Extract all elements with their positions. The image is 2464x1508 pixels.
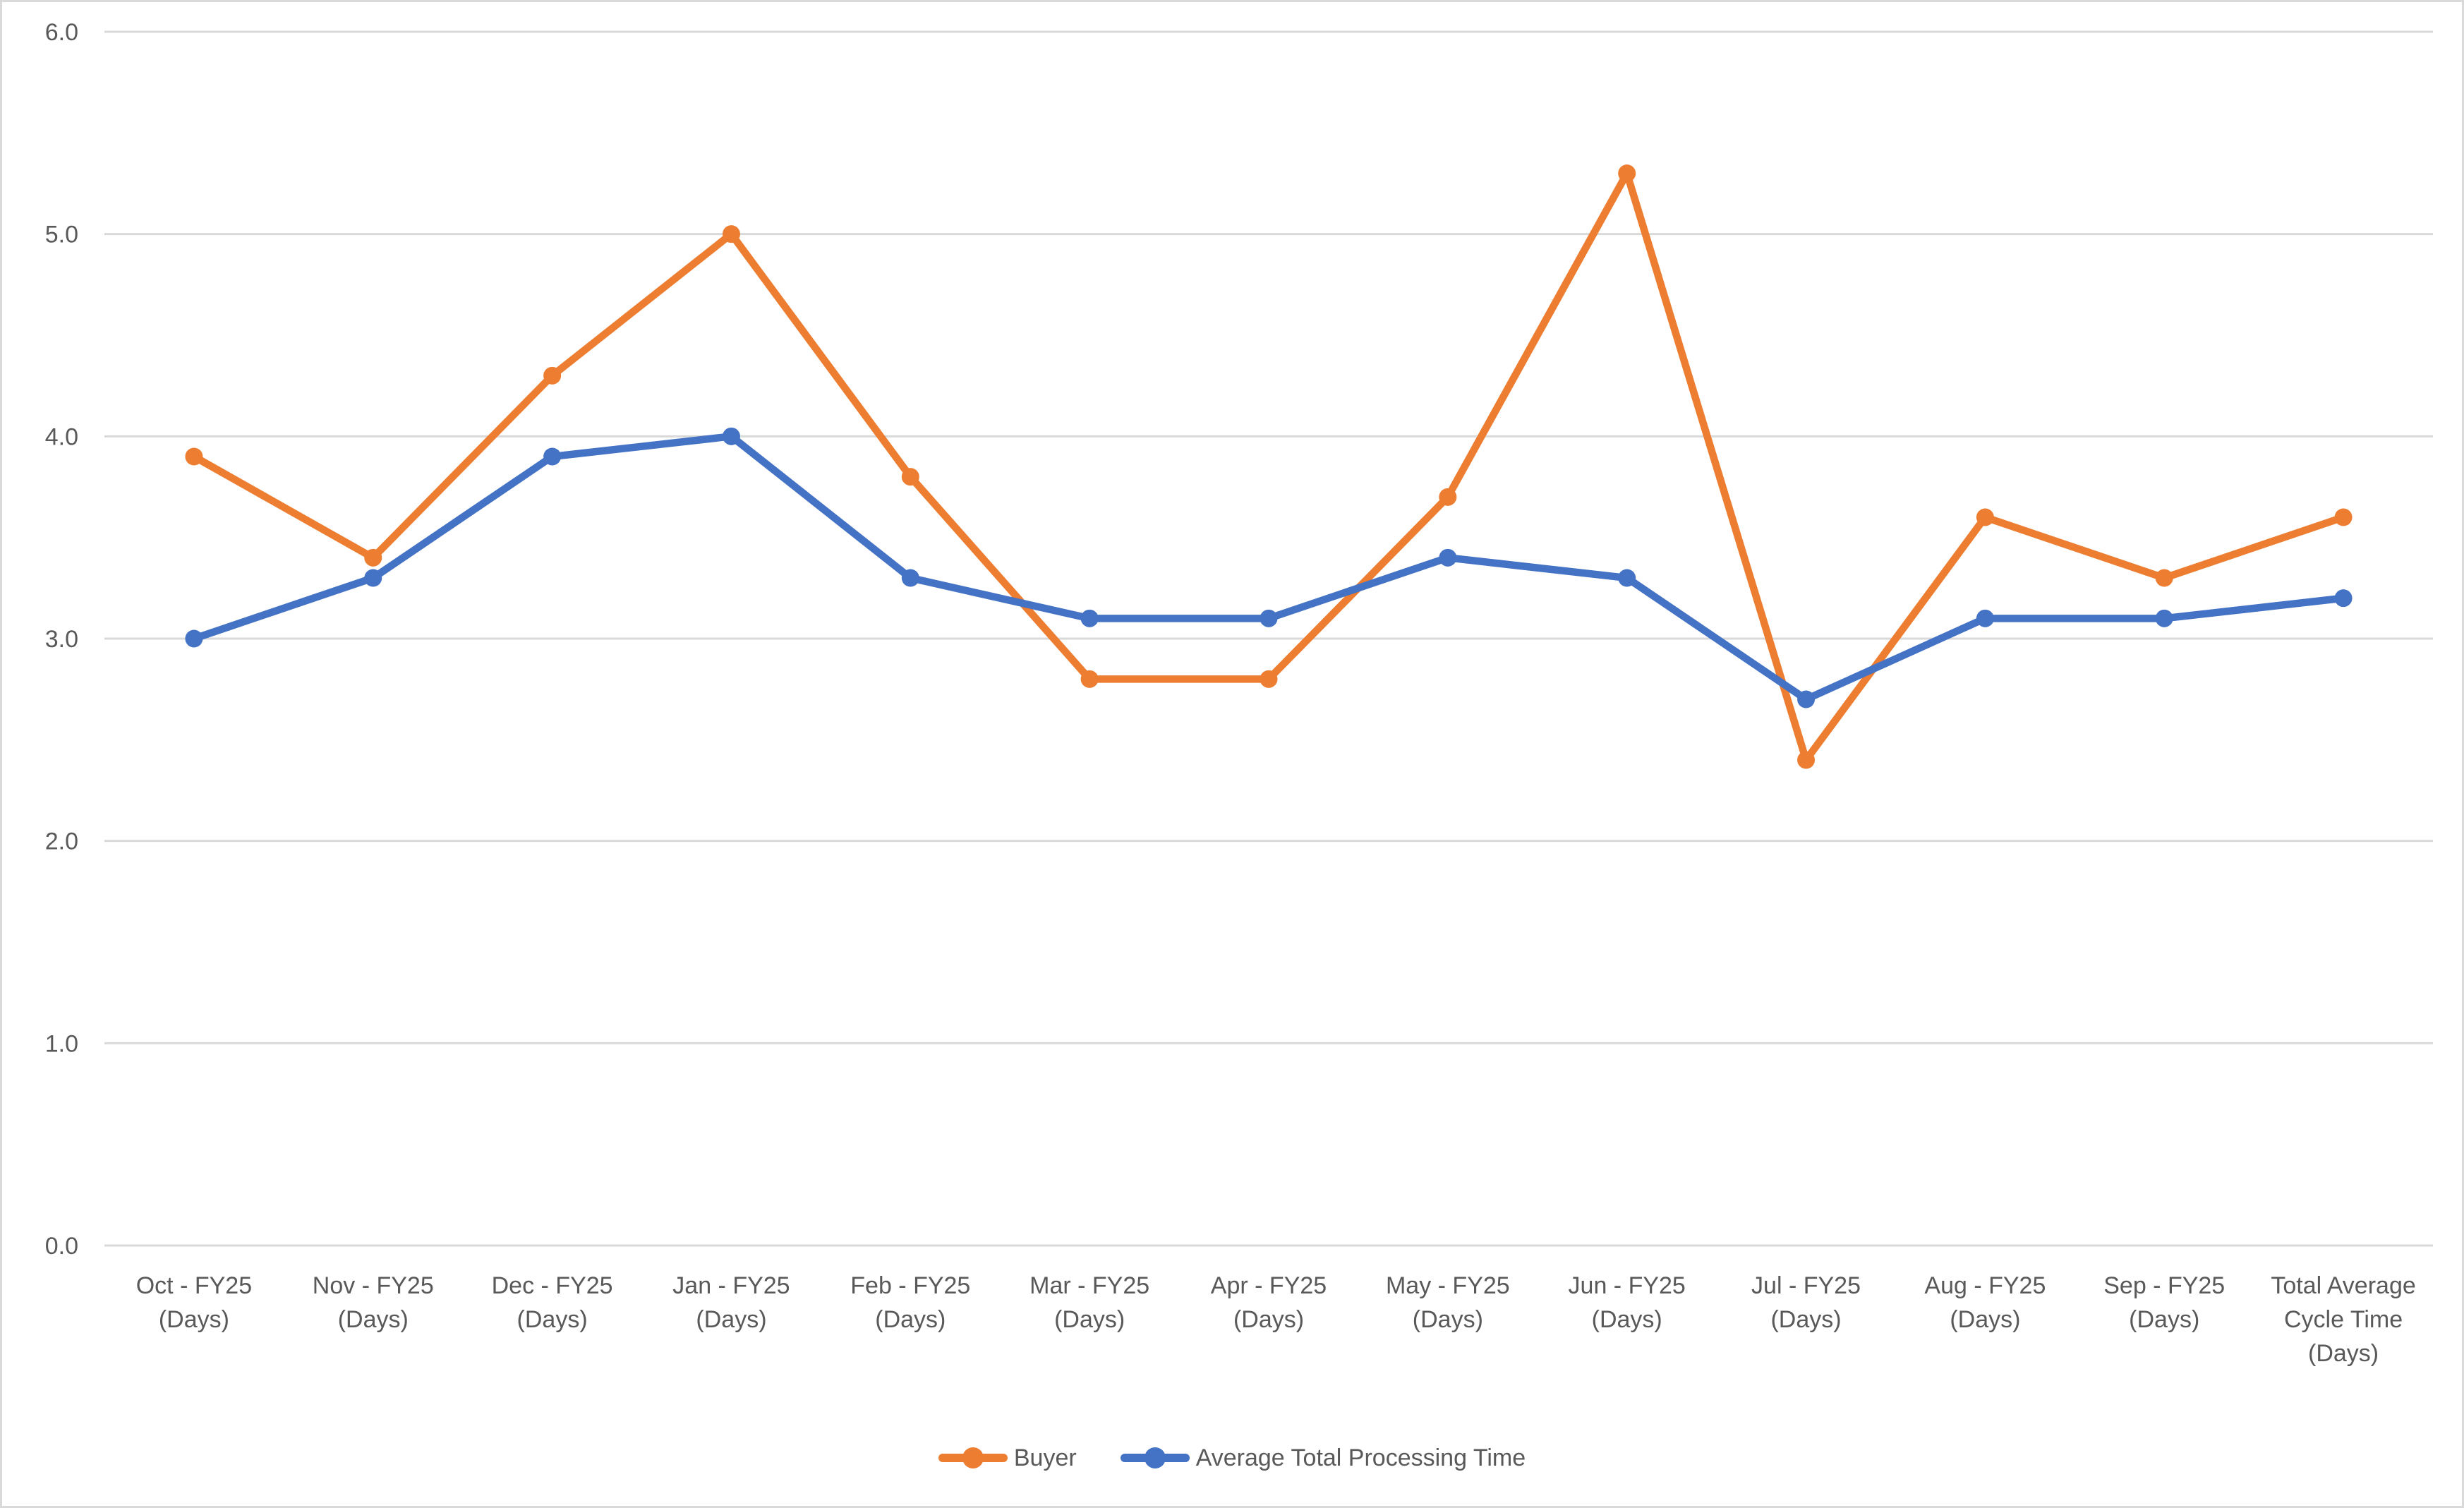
data-point-marker bbox=[1797, 751, 1816, 769]
y-tick-label: 5.0 bbox=[45, 222, 78, 248]
data-point-marker bbox=[2334, 508, 2353, 526]
data-point-marker bbox=[1618, 569, 1636, 587]
x-tick-label: (Days) bbox=[875, 1306, 946, 1333]
x-tick-label: (Days) bbox=[1950, 1306, 2020, 1333]
x-tick-label: (Days) bbox=[2308, 1340, 2379, 1367]
data-point-marker bbox=[1797, 690, 1816, 708]
x-tick-label: Sep - FY25 bbox=[2103, 1272, 2225, 1299]
series-line-average-total-processing-time bbox=[190, 433, 2348, 704]
legend-label: Average Total Processing Time bbox=[1195, 1444, 1526, 1471]
legend-dot-icon bbox=[1144, 1447, 1166, 1468]
x-tick-label: (Days) bbox=[338, 1306, 409, 1333]
x-tick-label: Jul - FY25 bbox=[1751, 1272, 1861, 1299]
data-point-marker bbox=[2155, 609, 2173, 627]
x-tick-label: Oct - FY25 bbox=[136, 1272, 252, 1299]
data-point-marker bbox=[901, 569, 919, 587]
x-tick-label: Nov - FY25 bbox=[313, 1272, 434, 1299]
x-tick-label: (Days) bbox=[1592, 1306, 1662, 1333]
x-tick-label: Jan - FY25 bbox=[672, 1272, 790, 1299]
data-point-marker bbox=[901, 468, 919, 486]
data-point-marker bbox=[543, 366, 562, 385]
x-tick-label: Cycle Time bbox=[2284, 1306, 2403, 1333]
data-point-marker bbox=[185, 629, 203, 648]
data-point-marker bbox=[1080, 609, 1099, 627]
data-point-marker bbox=[185, 447, 203, 466]
legend-line-marker-icon bbox=[938, 1447, 1008, 1468]
data-point-marker bbox=[364, 569, 382, 587]
x-tick-label: Mar - FY25 bbox=[1029, 1272, 1149, 1299]
x-tick-label: Dec - FY25 bbox=[492, 1272, 613, 1299]
legend-item-average-total-processing-time: Average Total Processing Time bbox=[1120, 1444, 1526, 1471]
x-tick-label: (Days) bbox=[1770, 1306, 1841, 1333]
legend-item-buyer: Buyer bbox=[938, 1446, 1077, 1470]
data-point-marker bbox=[722, 225, 740, 243]
data-point-marker bbox=[1976, 508, 1994, 526]
x-tick-label: (Days) bbox=[696, 1306, 766, 1333]
data-point-marker bbox=[1976, 609, 1994, 627]
data-point-marker bbox=[1260, 670, 1278, 688]
x-tick-label: (Days) bbox=[1054, 1306, 1125, 1333]
legend-line-marker-icon bbox=[1120, 1447, 1190, 1468]
legend-dot-icon bbox=[962, 1447, 984, 1468]
data-point-marker bbox=[364, 548, 382, 567]
data-point-marker bbox=[2334, 589, 2353, 608]
x-tick-label: (Days) bbox=[1413, 1306, 1483, 1333]
x-tick-label: May - FY25 bbox=[1386, 1272, 1510, 1299]
y-tick-label: 6.0 bbox=[45, 19, 78, 46]
x-tick-label: (Days) bbox=[159, 1306, 229, 1333]
data-point-marker bbox=[1080, 670, 1099, 688]
y-tick-label: 4.0 bbox=[45, 423, 78, 450]
y-tick-label: 1.0 bbox=[45, 1030, 78, 1057]
x-tick-label: (Days) bbox=[517, 1306, 588, 1333]
y-tick-label: 3.0 bbox=[45, 626, 78, 653]
data-point-marker bbox=[1439, 488, 1457, 506]
x-tick-label: Total Average bbox=[2271, 1272, 2415, 1299]
x-tick-label: Feb - FY25 bbox=[850, 1272, 970, 1299]
x-tick-label: Jun - FY25 bbox=[1569, 1272, 1686, 1299]
legend-label: Buyer bbox=[1013, 1444, 1077, 1471]
y-tick-label: 0.0 bbox=[45, 1233, 78, 1260]
data-point-marker bbox=[1618, 164, 1636, 183]
x-tick-label: (Days) bbox=[1233, 1306, 1304, 1333]
data-point-marker bbox=[1439, 548, 1457, 567]
chart-legend: Buyer Average Total Processing Time bbox=[2, 1446, 2462, 1470]
data-point-marker bbox=[1260, 609, 1278, 627]
x-tick-label: (Days) bbox=[2129, 1306, 2199, 1333]
data-point-marker bbox=[722, 427, 740, 445]
data-point-marker bbox=[543, 447, 562, 466]
y-tick-label: 2.0 bbox=[45, 828, 78, 855]
x-tick-label: Apr - FY25 bbox=[1211, 1272, 1327, 1299]
data-point-marker bbox=[2155, 569, 2173, 587]
x-tick-label: Aug - FY25 bbox=[1924, 1272, 2046, 1299]
